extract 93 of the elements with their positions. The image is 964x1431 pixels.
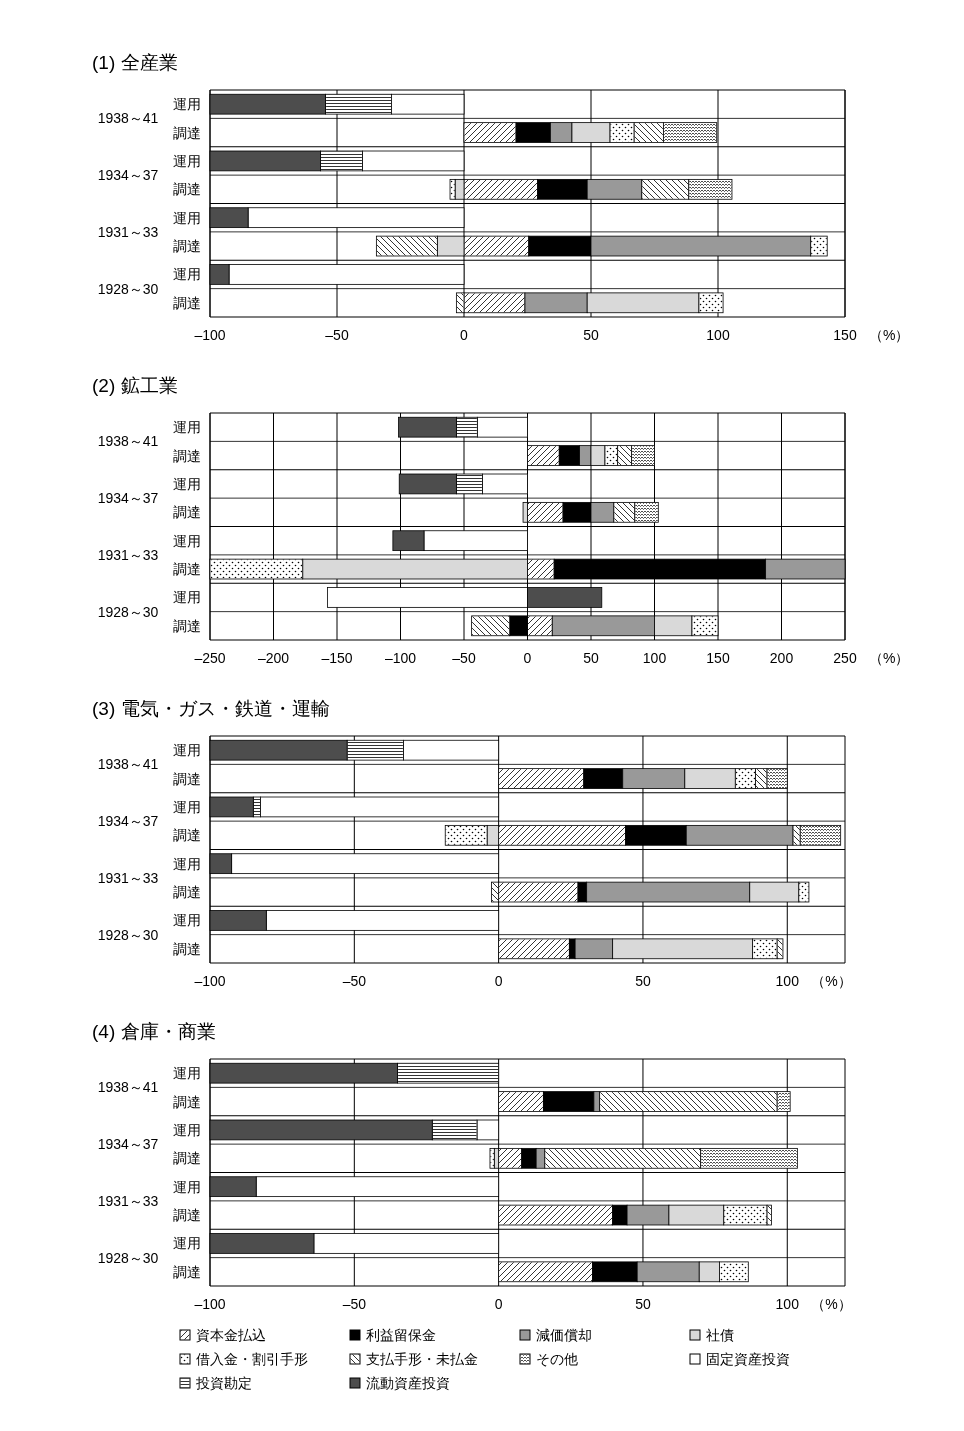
y-tick-label: 運用 (173, 1235, 201, 1252)
x-tick-label: 0 (494, 973, 503, 989)
text: 1934～37 (97, 167, 159, 184)
x-tick-label: –100 (384, 650, 417, 666)
y-tick-label: 運用 (173, 589, 201, 606)
chart-title: (2) 鉱工業 (92, 375, 178, 396)
x-tick-label: –50 (342, 973, 367, 989)
y-tick-label: 調達 (173, 1150, 201, 1167)
y-tick-label: 調達 (173, 561, 201, 578)
legend-label: 利益留保金 (366, 1327, 436, 1343)
y-tick-label: 運用 (173, 912, 201, 929)
x-tick-label: 150 (833, 327, 857, 343)
y-tick-label: 運用 (173, 475, 201, 492)
text: 1938～41 (97, 1079, 159, 1096)
text: 1934～37 (97, 490, 159, 507)
y-tick-label: 調達 (173, 884, 201, 901)
text: 1928～30 (97, 280, 159, 297)
y-tick-label: 運用 (173, 532, 201, 549)
y-tick-label: 運用 (173, 209, 201, 226)
x-tick-label: 50 (635, 973, 651, 989)
x-tick-label: –250 (194, 650, 226, 666)
y-tick-label: 運用 (173, 742, 201, 759)
y-tick-label: 調達 (173, 238, 201, 255)
x-tick-label: –50 (342, 1296, 367, 1312)
legend-label: その他 (536, 1351, 578, 1367)
legend-label: 固定資産投資 (706, 1351, 790, 1367)
y-tick-label: 運用 (173, 855, 201, 872)
x-tick-label: –100 (194, 973, 226, 989)
y-tick-label: 調達 (173, 181, 201, 198)
x-tick-label: –200 (257, 650, 290, 666)
y-tick-label: 調達 (173, 1093, 201, 1110)
x-axis-title: （%） (811, 973, 852, 989)
y-tick-label: 調達 (173, 827, 201, 844)
y-tick-label: 運用 (173, 1121, 201, 1138)
x-axis-title: （%） (869, 327, 910, 343)
text: 1938～41 (97, 756, 159, 773)
legend-label: 借入金・割引手形 (196, 1351, 308, 1367)
x-tick-label: 100 (775, 973, 800, 989)
x-axis-title: （%） (869, 650, 910, 666)
x-tick-label: –50 (452, 650, 476, 666)
y-tick-label: 調達 (173, 504, 201, 521)
x-tick-label: 100 (706, 327, 730, 343)
x-tick-label: 150 (706, 650, 730, 666)
y-tick-label: 調達 (173, 294, 201, 311)
legend-label: 減価償却 (536, 1327, 592, 1343)
y-tick-label: 運用 (173, 1178, 201, 1195)
x-tick-label: –50 (325, 327, 349, 343)
x-tick-label: –100 (194, 1296, 226, 1312)
chart-title: (3) 電気・ガス・鉄道・運輸 (92, 698, 330, 719)
x-tick-label: 0 (523, 650, 532, 666)
y-tick-label: 運用 (173, 152, 201, 169)
x-tick-label: 50 (583, 650, 599, 666)
text: 1928～30 (97, 1249, 159, 1266)
y-tick-label: 調達 (173, 124, 201, 141)
y-tick-label: 運用 (173, 419, 201, 436)
text: 1928～30 (97, 926, 159, 943)
x-tick-label: 250 (833, 650, 857, 666)
x-tick-label: 50 (583, 327, 599, 343)
y-tick-label: 運用 (173, 798, 201, 815)
text: 1934～37 (97, 813, 159, 830)
text: 1934～37 (97, 1136, 159, 1153)
y-tick-label: 調達 (173, 770, 201, 787)
x-tick-label: 50 (635, 1296, 651, 1312)
x-tick-label: 0 (460, 327, 469, 343)
y-tick-label: 調達 (173, 447, 201, 464)
y-tick-label: 調達 (173, 1263, 201, 1280)
x-tick-label: –150 (321, 650, 353, 666)
text: 1928～30 (97, 603, 159, 620)
x-axis-title: （%） (811, 1296, 852, 1312)
x-tick-label: 200 (769, 650, 794, 666)
y-tick-label: 調達 (173, 1207, 201, 1224)
text: 1938～41 (97, 110, 159, 127)
legend-label: 資本金払込 (196, 1327, 266, 1343)
x-tick-label: 0 (494, 1296, 503, 1312)
text: 1931～33 (97, 869, 159, 886)
x-tick-label: –100 (194, 327, 226, 343)
chart-title: (1) 全産業 (92, 52, 178, 73)
y-tick-label: 運用 (173, 266, 201, 283)
y-tick-label: 運用 (173, 1065, 201, 1082)
y-tick-label: 調達 (173, 940, 201, 957)
y-tick-label: 運用 (173, 96, 201, 113)
legend-label: 投資勘定 (195, 1375, 252, 1391)
y-tick-label: 調達 (173, 617, 201, 634)
chart-title: (4) 倉庫・商業 (92, 1021, 216, 1042)
x-tick-label: 100 (642, 650, 667, 666)
legend-label: 流動資産投資 (366, 1375, 450, 1391)
text: 1931～33 (97, 223, 159, 240)
text: 1931～33 (97, 546, 159, 563)
text: 1931～33 (97, 1192, 159, 1209)
x-tick-label: 100 (775, 1296, 800, 1312)
legend-label: 社債 (706, 1327, 734, 1343)
legend-label: 支払手形・未払金 (366, 1351, 478, 1367)
text: 1938～41 (97, 433, 159, 450)
